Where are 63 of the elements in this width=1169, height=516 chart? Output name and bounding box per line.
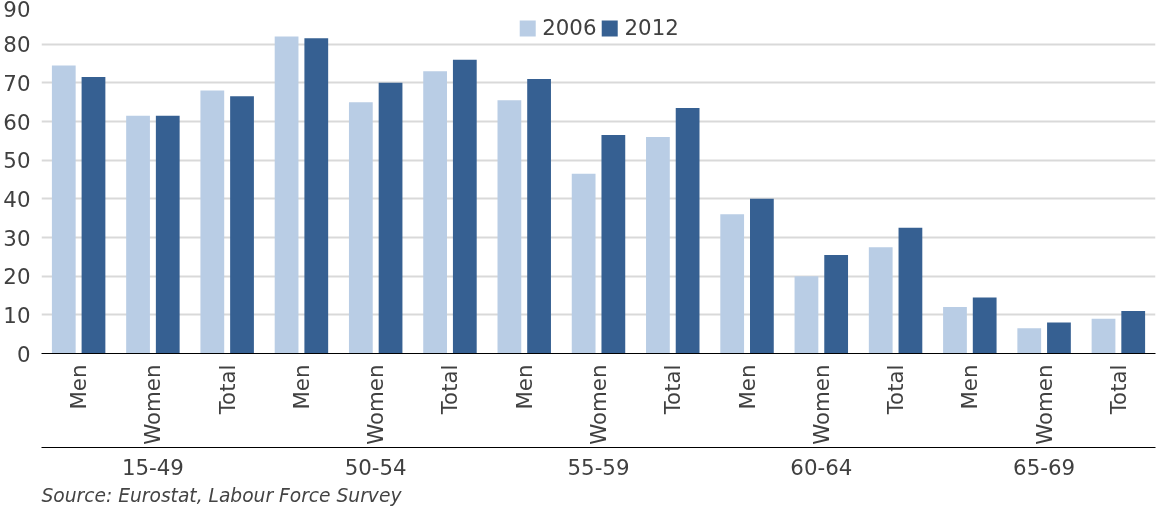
x-tick-label: Total: [1105, 364, 1131, 416]
bar: [497, 100, 522, 354]
bar: [943, 307, 967, 354]
bar: [304, 38, 329, 354]
legend-label: 2006: [542, 15, 597, 40]
bar: [824, 254, 849, 354]
x-tick-label: Men: [734, 364, 760, 410]
y-tick-label: 0: [16, 341, 31, 367]
bar: [452, 59, 477, 354]
y-tick-label: 40: [3, 186, 31, 212]
y-tick-label: 90: [3, 0, 31, 22]
text: 15-49: [121, 454, 184, 480]
x-tick-label: Women: [586, 364, 611, 445]
text: 60-64: [790, 454, 853, 480]
bar: [675, 107, 700, 354]
bar: [1017, 328, 1042, 354]
bar: [1091, 318, 1116, 354]
bar: [81, 77, 106, 354]
bar: [972, 297, 997, 354]
bar: [155, 115, 180, 354]
bar: [230, 96, 254, 354]
legend-label: 2012: [624, 15, 679, 40]
x-tick-label: Total: [437, 364, 463, 416]
bar: [348, 102, 373, 354]
x-tick-label: Men: [957, 364, 983, 410]
x-tick-label: Men: [66, 364, 92, 410]
y-tick-label: 70: [3, 70, 31, 96]
x-tick-label: Women: [1031, 364, 1057, 445]
bar: [898, 227, 923, 354]
bar: [601, 135, 626, 354]
source-note: Source: Eurostat, Labour Force Survey: [41, 484, 403, 506]
y-tick-label: 80: [3, 32, 31, 58]
text: 55-59: [567, 454, 630, 480]
bar: [750, 198, 774, 354]
x-tick-label: Total: [214, 364, 240, 416]
x-tick-label: Women: [363, 364, 389, 445]
text: 50-54: [344, 454, 407, 480]
bar: [646, 136, 670, 354]
y-tick-label: 60: [3, 109, 31, 135]
x-tick-label: Total: [883, 364, 909, 416]
y-tick-label: 20: [3, 264, 31, 290]
y-tick-label: 30: [3, 225, 31, 251]
text: 65-69: [1013, 454, 1076, 480]
bar: [423, 71, 447, 354]
bar: [868, 247, 893, 354]
bar: [1047, 322, 1071, 354]
y-tick-label: 50: [3, 148, 31, 174]
x-tick-label: Total: [660, 364, 686, 416]
x-tick-label: Women: [808, 364, 834, 445]
y-tick-label: 10: [3, 302, 31, 328]
bar: [720, 214, 745, 354]
x-tick-label: Men: [288, 364, 314, 410]
bar: [200, 90, 225, 354]
bar: [378, 82, 403, 354]
x-tick-label: Women: [140, 364, 166, 445]
x-tick-label: Men: [511, 364, 537, 410]
bar: [51, 65, 76, 354]
bar: [274, 36, 299, 354]
bar: [571, 173, 596, 354]
bar: [126, 115, 150, 354]
bar: [794, 276, 819, 354]
bar: [527, 78, 551, 354]
bar: [1121, 310, 1146, 354]
